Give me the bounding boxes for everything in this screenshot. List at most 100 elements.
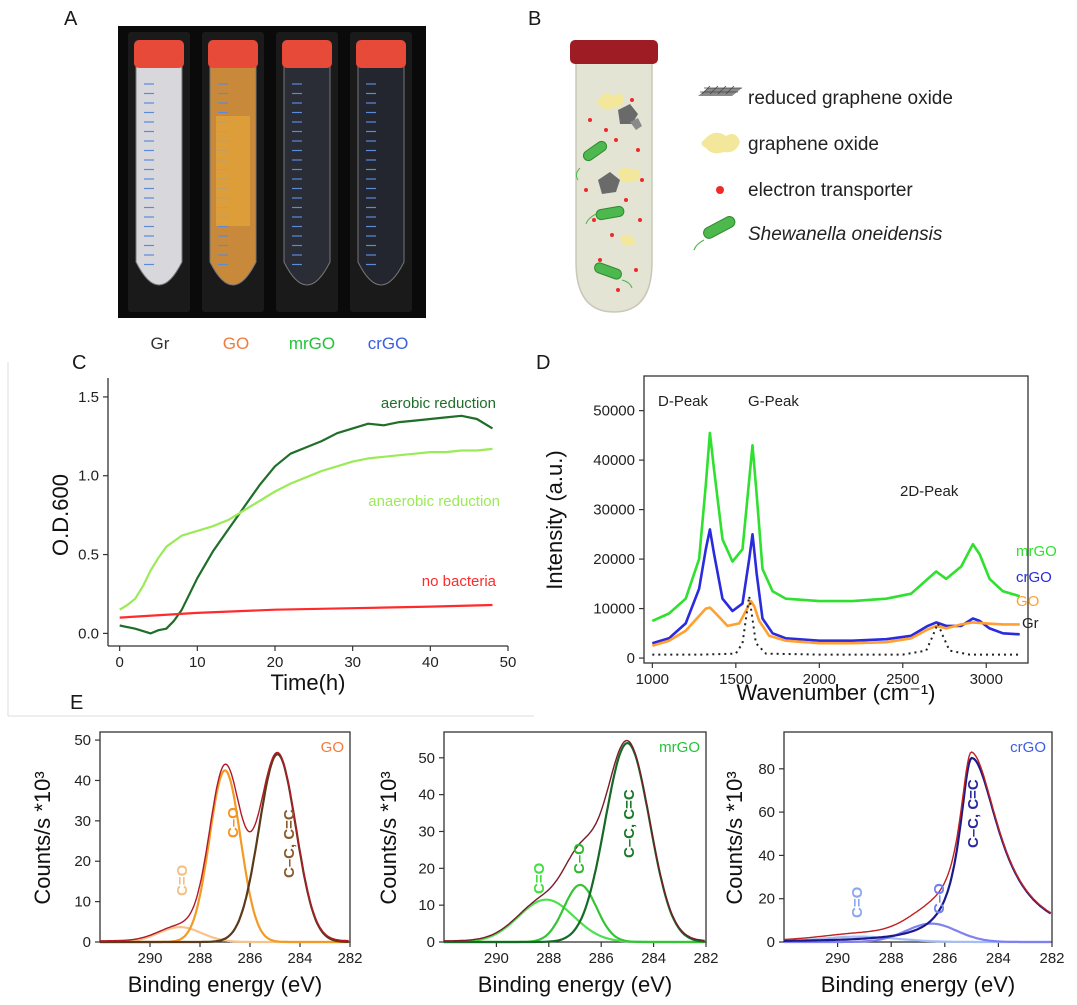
y-axis-title: Counts/s *10³ (376, 771, 401, 904)
y-tick-label: 10 (418, 897, 435, 914)
y-tick-label: 20 (758, 891, 775, 908)
tube-crgo (350, 32, 412, 312)
y-tick-label: 50000 (593, 403, 635, 420)
legend-reduced-graphene-oxide: reduced graphene oxide (748, 88, 953, 109)
x-axis-title: Binding energy (eV) (128, 972, 322, 997)
fit-curve-envelope (443, 739, 705, 942)
annotation-2d-peak: 2D-Peak (900, 483, 959, 500)
y-tick-label: 20 (74, 853, 91, 870)
x-axis-title: Binding energy (eV) (821, 972, 1015, 997)
x-tick-label: 290 (825, 950, 850, 967)
bacteria (582, 140, 625, 280)
panel-label-c: C (72, 352, 87, 374)
y-tick-label: 50 (418, 750, 435, 767)
x-tick-label: 284 (986, 950, 1011, 967)
y-tick-label: 30 (418, 823, 435, 840)
series-label: GO (1016, 593, 1039, 610)
schematic-legend: reduced graphene oxide graphene oxide el… (693, 85, 953, 251)
x-tick-label: 290 (137, 950, 162, 967)
peak-label: C–O (931, 883, 948, 914)
legend-electron-transporter: electron transporter (748, 180, 913, 201)
tube-mrgo (276, 32, 338, 312)
legend-shewanella: Shewanella oneidensis (748, 224, 943, 245)
plot-frame (99, 731, 351, 943)
panel-label-a: A (64, 8, 78, 30)
series-line-no-bacteria (119, 603, 493, 619)
x-tick-label: 284 (287, 950, 312, 967)
x-tick-label: 40 (422, 654, 439, 671)
y-tick-label: 20 (418, 860, 435, 877)
y-axis-title: Intensity (a.u.) (542, 450, 567, 589)
x-tick-label: 286 (932, 950, 957, 967)
series-label: Gr (1022, 615, 1039, 632)
annotation-g-peak: G-Peak (748, 393, 799, 410)
y-tick-label: 30000 (593, 502, 635, 519)
shewanella-icon (693, 216, 736, 251)
xps-chart-crgo: 290 288 286 284 282 0 20 40 60 80 crGO C=O C–O C–C, C… (722, 731, 1065, 997)
x-tick-label: 286 (589, 950, 614, 967)
sample-label: mrGO (659, 739, 700, 756)
y-tick-label: 0 (427, 934, 435, 951)
tube-label-go: GO (222, 334, 250, 353)
x-tick-label: 284 (641, 950, 666, 967)
plot-frame (443, 731, 707, 943)
tube-go (202, 32, 264, 312)
panel-label-e: E (70, 692, 84, 714)
series-label: aerobic reduction (381, 395, 496, 412)
peak-label: C=O (174, 864, 191, 896)
peak-label: C–O (225, 807, 242, 838)
plot-frame (643, 375, 1029, 664)
y-tick-label: 1.0 (78, 468, 99, 485)
y-tick-label: 80 (758, 761, 775, 778)
x-tick-label: 50 (500, 654, 517, 671)
annotation-d-peak: D-Peak (658, 393, 709, 410)
peak-label: C–C, C=C (965, 779, 982, 848)
peak-label: C=O (531, 862, 548, 894)
tube-photo (118, 26, 426, 318)
x-tick-label: 1500 (719, 671, 752, 688)
electron-transporter-icon (716, 186, 724, 194)
fit-curve-C-C-C-C (100, 753, 349, 944)
tube-label-mrgo: mrGO (288, 334, 336, 353)
x-tick-label: 2500 (886, 671, 919, 688)
y-tick-label: 0.0 (78, 625, 99, 642)
x-tick-label: 0 (115, 654, 123, 671)
series-label: mrGO (1016, 543, 1057, 560)
x-tick-label: 1000 (636, 671, 669, 688)
series-line-anaerobic-reduction (119, 447, 493, 611)
series-label: crGO (1016, 569, 1052, 586)
peak-label: C–C, C=C (621, 789, 638, 858)
tube-label-gr: Gr (150, 334, 170, 353)
x-tick-label: 2000 (803, 671, 836, 688)
y-tick-label: 0.5 (78, 547, 99, 564)
x-tick-label: 286 (237, 950, 262, 967)
tube-label-crgo: crGO (367, 334, 409, 353)
y-tick-label: 40 (758, 847, 775, 864)
tube-gr (128, 32, 190, 312)
graphene-oxide-flakes (597, 93, 640, 247)
fit-curve-C-C-C-C (444, 742, 705, 944)
sample-label: crGO (1010, 739, 1046, 756)
x-tick-label: 282 (1039, 950, 1064, 967)
reduced-graphene-oxide-icon (698, 85, 742, 96)
y-tick-label: 40 (74, 772, 91, 789)
growth-chart: 0 10 20 30 40 50 0.0 0.5 1.0 1.5 aerobic reduction… (7, 362, 534, 717)
x-tick-label: 20 (267, 654, 284, 671)
y-tick-label: 60 (758, 804, 775, 821)
sample-label: GO (321, 739, 344, 756)
y-tick-label: 10000 (593, 601, 635, 618)
y-tick-label: 30 (74, 813, 91, 830)
legend-graphene-oxide: graphene oxide (748, 134, 879, 155)
peak-label: C–O (571, 843, 588, 874)
graphene-oxide-icon (701, 132, 740, 154)
xps-chart-mrgo: 290 288 286 284 282 0 10 20 30 40 50 mrGO C=O C–O C–C,… (376, 731, 719, 997)
plot-frame (783, 731, 1053, 943)
x-tick-label: 290 (484, 950, 509, 967)
y-tick-label: 0 (83, 934, 91, 951)
peak-label: C=O (849, 886, 866, 918)
schematic-tube (570, 40, 658, 313)
x-tick-label: 282 (693, 950, 718, 967)
x-tick-label: 282 (337, 950, 362, 967)
panel-label-d: D (536, 352, 551, 374)
series-line-aerobic-reduction (119, 414, 494, 635)
